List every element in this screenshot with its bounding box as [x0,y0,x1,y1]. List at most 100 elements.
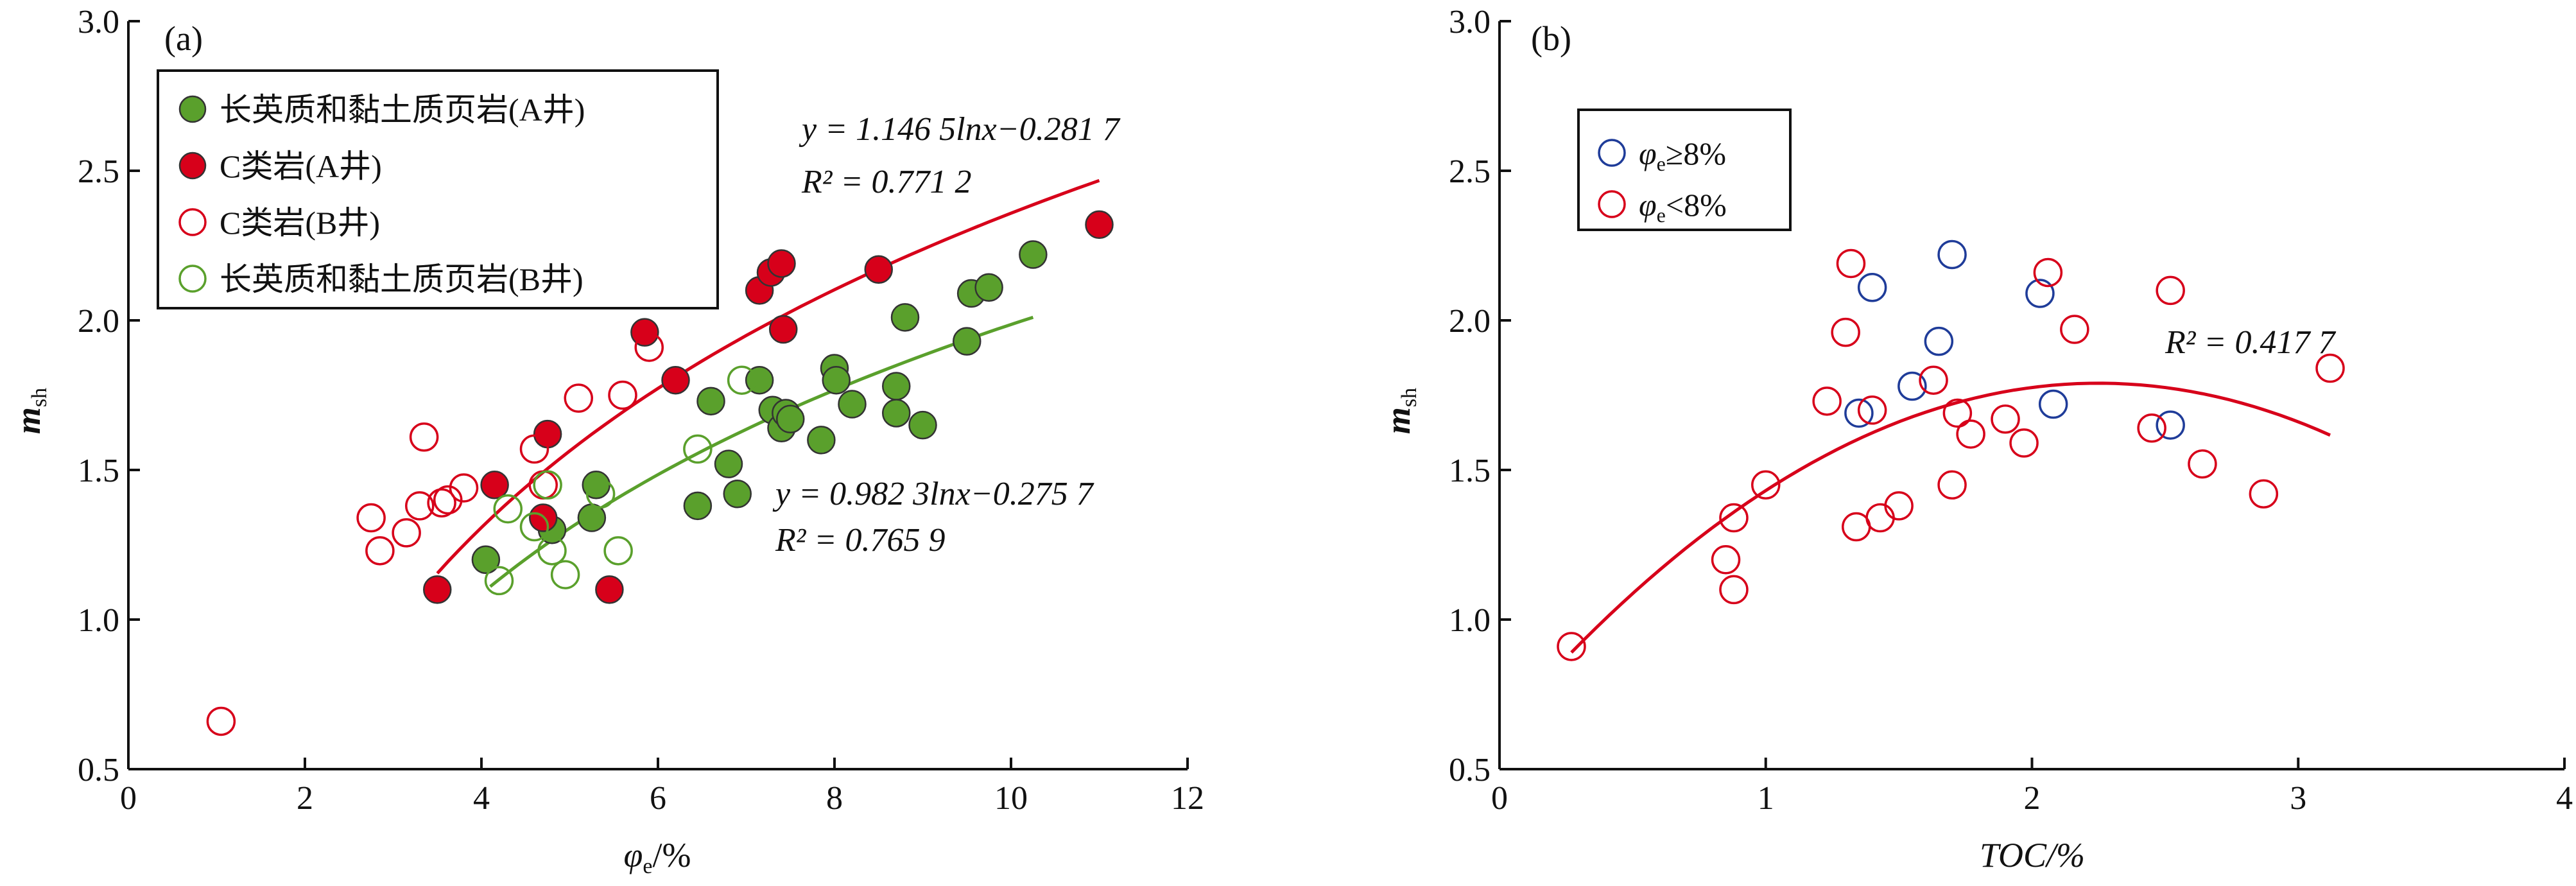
data-point [1991,404,2020,434]
data-point [2038,389,2068,419]
x-tick-label: 4 [473,780,490,817]
data-point [2033,257,2063,288]
data-point [1924,326,1954,356]
data-point [537,536,567,566]
legend-marker [178,208,207,236]
panel-a: (a) φe/% msh 长英质和黏土质页岩(A井) C类岩(A井) C类岩(B井)… [9,4,1204,878]
data-point [953,327,981,356]
data-point [608,380,637,410]
x-tick-label: 10 [994,780,1028,817]
x-axis-label-a: φe/% [624,836,691,878]
data-point [423,575,452,604]
y-tick-label: 2.5 [1449,153,1491,190]
y-axis-label-main: m [9,407,48,434]
y-tick-label: 1.5 [1449,453,1491,489]
data-point [683,491,713,521]
x-tick-label: 1 [1758,780,1774,817]
data-point [838,390,867,419]
y-axis-label-sub: sh [28,388,51,407]
data-point [533,470,562,500]
panel-label-b: (b) [1531,19,1571,58]
data-point [2137,413,2166,443]
x-axis-label-tail: /% [652,836,691,874]
trend-r2-green: R² = 0.765 9 [775,522,945,559]
x-axis-label-main: φ [624,836,643,874]
data-point [1085,210,1114,239]
data-point [714,449,743,478]
data-point [1719,575,1749,605]
data-point [409,422,439,452]
data-point [1897,371,1927,401]
data-point [1942,398,1973,428]
data-point [696,387,725,416]
data-point [427,488,456,518]
legend-label: C类岩(B井) [220,205,380,241]
data-point [908,410,937,440]
data-point [2249,479,2279,509]
data-point [864,255,893,284]
legend-label: 长英质和黏土质页岩(B井) [220,261,583,297]
data-point [1019,240,1048,269]
data-point [807,426,836,455]
data-point [449,473,479,503]
y-tick-label: 1.0 [1449,602,1491,639]
y-tick-label: 0.5 [78,752,119,788]
x-tick-label: 0 [1491,780,1508,817]
legend-marker [1598,190,1626,218]
x-axis-label-sub: e [643,855,652,878]
x-tick-label: 8 [826,780,843,817]
trend-equation-green: y = 0.982 3lnx−0.275 7 [772,476,1094,512]
y-tick-label: 2.0 [1449,303,1491,340]
data-point [356,503,386,533]
legend-marker [178,152,207,180]
y-tick-label: 3.0 [78,4,119,40]
trend-line [1570,381,2331,654]
data-point [1812,387,1842,416]
data-point [405,491,435,521]
y-tick-label: 2.0 [78,303,119,340]
data-point [634,333,664,362]
y-tick-label: 3.0 [1449,4,1491,40]
x-tick-label: 0 [120,780,137,817]
data-point [392,518,421,548]
legend-label: φe<8% [1639,187,1727,227]
data-point [776,404,805,434]
legend-label-sub: e [1657,204,1666,227]
trend-r2-b: R² = 0.417 7 [2165,324,2336,361]
data-point [519,434,549,464]
x-tick-label: 4 [2556,780,2573,817]
x-tick-label: 2 [297,780,313,817]
data-point [1751,470,1781,500]
data-point [1711,545,1741,575]
data-point [1557,632,1586,661]
y-axis-label-a: msh [9,388,51,434]
y-axis-label-sub: sh [1397,388,1421,407]
data-point [1857,395,1887,425]
data-point [683,434,713,464]
trend-equation-red: y = 1.146 5lnx−0.281 7 [799,111,1121,148]
data-point [484,566,514,596]
data-point [1857,272,1887,302]
data-point [564,383,593,413]
data-point [767,249,796,278]
legend-box [157,69,719,309]
legend-marker [1598,139,1626,167]
x-axis-label-b: TOC/% [1980,836,2085,874]
data-point [1937,470,1967,500]
legend-marker [178,95,207,123]
data-point [1884,491,1914,521]
data-point [1956,419,1985,449]
data-point [2156,275,2185,306]
x-tick-label: 6 [650,780,666,817]
legend-label: C类岩(A井) [220,148,382,184]
trend-r2-red: R² = 0.771 2 [801,164,971,200]
x-tick-label: 12 [1171,780,1204,817]
data-point [365,536,395,566]
data-point [1719,503,1749,533]
legend-label-tail: <8% [1666,187,1727,223]
data-point [519,512,549,542]
data-point [603,536,633,566]
data-point [480,471,509,499]
data-point [890,303,920,332]
data-point [974,273,1003,302]
